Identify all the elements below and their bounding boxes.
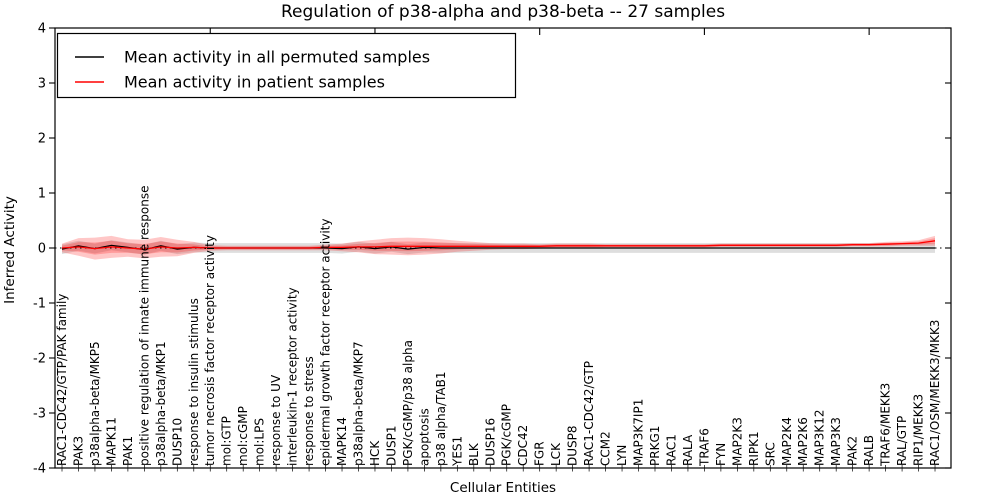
x-entity-label: RALB — [862, 435, 876, 466]
x-entity-label: DUSP16 — [483, 418, 497, 466]
y-tick-label: -1 — [33, 297, 46, 312]
y-tick-label: -2 — [33, 352, 46, 367]
y-tick-label: 4 — [38, 22, 46, 37]
x-entity-label: PAK2 — [846, 436, 860, 466]
x-entity-label: p38alpha-beta/MKP5 — [88, 341, 102, 466]
x-entity-label: MAP2K3 — [730, 417, 744, 466]
x-entity-label: RIP1/MEKK3 — [912, 394, 926, 466]
x-entity-label: PGK/cGMP — [500, 404, 514, 466]
x-entity-label: RALA — [681, 434, 695, 466]
x-entity-label: SRC — [763, 442, 777, 466]
x-entity-label: PAK1 — [121, 436, 135, 466]
x-entity-label: MAPK11 — [104, 417, 118, 466]
x-entity-label: epidermal growth factor receptor activit… — [319, 219, 333, 466]
x-entity-label: BLK — [467, 442, 481, 466]
y-tick-label: 0 — [38, 242, 46, 257]
x-entity-label: p38 alpha/TAB1 — [434, 372, 448, 466]
x-entity-label: positive regulation of innate immune res… — [137, 186, 151, 466]
x-entity-label: mol:LPS — [253, 418, 267, 466]
y-tick-labels: 4 3 2 1 0 -1 -2 -3 -4 — [33, 22, 46, 477]
x-entity-label: PRKG1 — [648, 426, 662, 466]
x-entity-label: TRAF6 — [697, 428, 711, 467]
x-entity-label: RAL/GTP — [895, 416, 909, 466]
x-entity-label: RAC1-CDC42/GTP — [582, 361, 596, 466]
x-entity-label: p38alpha-beta/MKP7 — [352, 341, 366, 466]
y-tick-label: -4 — [33, 462, 46, 477]
x-entity-label: LYN — [615, 445, 629, 466]
x-entity-label: MAP2K6 — [796, 417, 810, 466]
x-entity-label: MAP3K7IP1 — [632, 399, 646, 466]
y-tick-label: 1 — [38, 187, 46, 202]
y-axis-label: Inferred Activity — [2, 196, 18, 304]
legend-entry-label: Mean activity in all permuted samples — [124, 48, 430, 67]
x-entity-labels: RAC1-CDC42/GTP/PAK family PAK3 p38alpha-be… — [55, 186, 942, 467]
x-entity-label: response to stress — [302, 356, 316, 466]
y-tick-label: 2 — [38, 132, 46, 147]
x-entity-label: DUSP10 — [170, 418, 184, 466]
x-entity-label: interleukin-1 receptor activity — [286, 287, 300, 466]
x-entity-label: HCK — [368, 440, 382, 466]
x-entity-label: p38alpha-beta/MKP1 — [154, 341, 168, 466]
x-entity-label: MAPK14 — [335, 417, 349, 466]
x-entity-label: FYN — [714, 443, 728, 466]
axis-ticks — [49, 27, 951, 472]
x-entity-label: LCK — [549, 442, 563, 466]
y-tick-label: 3 — [38, 77, 46, 92]
x-entity-label: mol:cGMP — [236, 406, 250, 466]
legend-entry-label: Mean activity in patient samples — [124, 73, 385, 92]
y-tick-label: -3 — [33, 407, 46, 422]
x-entity-label: DUSP8 — [566, 425, 580, 466]
x-entity-label: response to UV — [269, 374, 283, 466]
x-entity-label: CCM2 — [599, 431, 613, 466]
legend-box: Mean activity in all permuted samples Mea… — [56, 32, 517, 99]
x-entity-label: RAC1/OSM/MEKK3/MKK3 — [928, 320, 942, 466]
x-entity-label: RAC1-CDC42/GTP/PAK family — [55, 294, 69, 466]
x-entity-label: PAK3 — [72, 436, 86, 466]
x-entity-label: RAC1 — [665, 434, 679, 466]
mean-lines — [55, 240, 951, 251]
legend-frame — [56, 32, 517, 99]
chart-title: Regulation of p38-alpha and p38-beta -- … — [281, 2, 725, 22]
x-entity-label: apoptosis — [417, 408, 431, 466]
patient-mean-line — [61, 240, 936, 250]
x-entity-label: MAP3K12 — [813, 409, 827, 466]
x-entity-label: DUSP1 — [384, 425, 398, 466]
x-entity-label: MAP3K3 — [829, 417, 843, 466]
x-entity-label: tumor necrosis factor receptor activity — [203, 235, 217, 466]
x-entity-label: CDC42 — [516, 425, 530, 466]
x-entity-label: YES1 — [450, 436, 464, 467]
x-entity-label: response to insulin stimulus — [187, 298, 201, 466]
x-entity-label: FGR — [533, 441, 547, 466]
x-entity-label: PGK/cGMP/p38 alpha — [401, 340, 415, 466]
x-entity-label: RIPK1 — [747, 431, 761, 466]
x-entity-label: TRAF6/MEKK3 — [879, 383, 893, 467]
x-entity-label: MAP2K4 — [780, 417, 794, 466]
x-axis-label: Cellular Entities — [450, 480, 556, 496]
x-entity-label: mol:GTP — [220, 416, 234, 466]
